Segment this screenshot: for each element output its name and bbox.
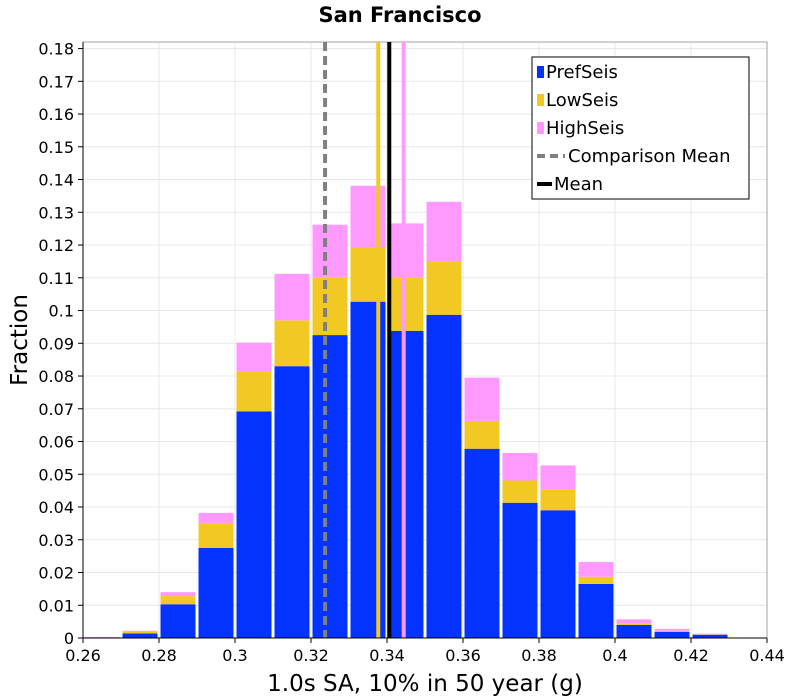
bar-lowseis-2 (160, 596, 196, 605)
x-tick-label: 0.26 (65, 646, 101, 665)
bar-prefseis-16 (692, 634, 728, 638)
x-tick-label: 0.34 (369, 646, 405, 665)
bar-lowseis-4 (236, 371, 272, 412)
y-tick-label: 0.09 (38, 334, 74, 353)
bar-lowseis-5 (274, 320, 310, 367)
legend-box (531, 56, 750, 200)
x-tick-label: 0.3 (222, 646, 247, 665)
bar-highseis-13 (578, 562, 614, 577)
bar-lowseis-13 (578, 576, 614, 584)
bar-highseis-15 (654, 628, 690, 631)
bar-lowseis-15 (654, 630, 690, 632)
y-tick-label: 0.12 (38, 236, 74, 255)
bar-lowseis-3 (198, 523, 234, 548)
legend-swatch-prefseis (537, 66, 544, 78)
y-tick-label: 0.08 (38, 367, 74, 386)
bar-prefseis-8 (388, 330, 424, 638)
bar-highseis-3 (198, 512, 234, 524)
y-tick-label: 0.18 (38, 40, 74, 59)
bar-lowseis-9 (426, 261, 462, 315)
bar-lowseis-6 (312, 277, 348, 336)
chart-title: San Francisco (318, 3, 481, 27)
y-tick-label: 0.07 (38, 400, 74, 419)
bar-prefseis-6 (312, 335, 348, 638)
bar-prefseis-5 (274, 366, 310, 638)
x-axis-title: 1.0s SA, 10% in 50 year (g) (267, 671, 583, 697)
x-tick-label: 0.42 (673, 646, 709, 665)
bar-highseis-2 (160, 592, 196, 597)
bar-prefseis-14 (616, 624, 652, 638)
legend-label-comparison-mean: Comparison Mean (568, 146, 731, 167)
bar-highseis-11 (502, 452, 538, 481)
bar-lowseis-1 (122, 631, 158, 634)
bar-lowseis-10 (464, 420, 500, 449)
bar-highseis-12 (540, 465, 576, 490)
y-tick-label: 0.16 (38, 105, 74, 124)
bar-prefseis-1 (122, 633, 158, 638)
x-tick-label: 0.32 (293, 646, 329, 665)
bar-prefseis-15 (654, 631, 690, 638)
y-axis-ticks: 0 0.01 0.02 0.03 0.04 0.05 0.06 0.07 0.08 0.09 0.1… (38, 40, 83, 648)
bar-prefseis-13 (578, 583, 614, 638)
x-tick-label: 0.4 (602, 646, 627, 665)
y-tick-label: 0.02 (38, 564, 74, 583)
legend-swatch-lowseis (537, 94, 544, 106)
bar-highseis-8 (388, 223, 424, 278)
bar-highseis-14 (616, 619, 652, 624)
bar-highseis-10 (464, 377, 500, 421)
y-tick-label: 0.17 (38, 72, 74, 91)
bar-highseis-1 (122, 630, 158, 632)
grid (82, 42, 768, 639)
y-tick-label: 0.11 (38, 269, 74, 288)
bar-highseis-16 (692, 633, 728, 635)
bar-prefseis-2 (160, 604, 196, 638)
legend-label-mean: Mean (554, 174, 603, 195)
legend-label-prefseis: PrefSeis (546, 62, 618, 83)
x-tick-label: 0.44 (749, 646, 785, 665)
bar-highseis-6 (312, 224, 348, 278)
bar-lowseis-8 (388, 277, 424, 331)
bar-prefseis-9 (426, 314, 462, 638)
bar-prefseis-4 (236, 411, 272, 638)
x-tick-label: 0.36 (445, 646, 481, 665)
y-tick-label: 0.04 (38, 498, 74, 517)
y-axis-title: Fraction (7, 294, 33, 386)
bar-prefseis-10 (464, 448, 500, 638)
x-axis-ticks: 0.26 0.28 0.3 0.32 0.34 0.36 0.38 0.4 0.42 0.44 (65, 638, 785, 665)
y-tick-label: 0.13 (38, 203, 74, 222)
bar-highseis-4 (236, 342, 272, 372)
bar-lowseis-11 (502, 480, 538, 503)
bar-lowseis-12 (540, 489, 576, 511)
bar-prefseis-3 (198, 547, 234, 638)
x-tick-label: 0.28 (141, 646, 177, 665)
legend-label-highseis: HighSeis (546, 118, 624, 139)
bar-highseis-9 (426, 201, 462, 262)
y-tick-label: 0.05 (38, 465, 74, 484)
bar-prefseis-11 (502, 502, 538, 638)
legend-label-lowseis: LowSeis (546, 90, 618, 111)
legend: PrefSeis LowSeis HighSeis Comparison Mean Me… (531, 56, 750, 200)
y-tick-label: 0.14 (38, 171, 74, 190)
bars (84, 185, 728, 638)
y-tick-label: 0.03 (38, 531, 74, 550)
mean-lines (323, 42, 406, 638)
bar-highseis-5 (274, 273, 310, 321)
y-tick-label: 0.15 (38, 138, 74, 157)
legend-swatch-highseis (537, 122, 544, 134)
y-tick-label: 0.01 (38, 596, 74, 615)
y-tick-label: 0.06 (38, 433, 74, 452)
x-tick-label: 0.38 (521, 646, 557, 665)
bar-lowseis-14 (616, 623, 652, 625)
bar-prefseis-12 (540, 510, 576, 638)
y-tick-label: 0 (64, 629, 74, 648)
y-tick-label: 0.1 (49, 302, 74, 321)
